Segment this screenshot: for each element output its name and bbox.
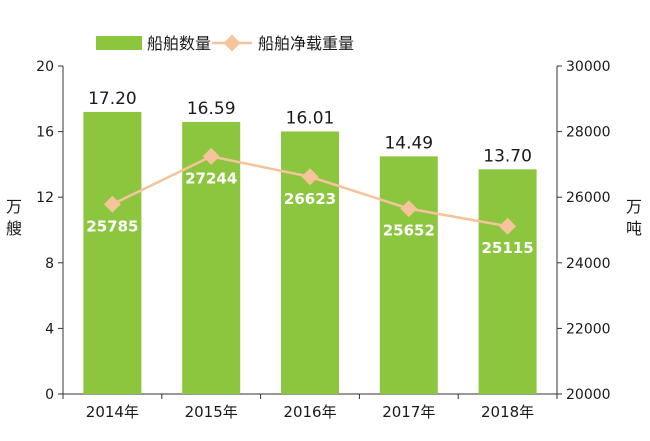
- y-axis-right-title: 万吨: [626, 197, 642, 238]
- y-right-tick-label: 22000: [566, 321, 611, 337]
- bar-value-label: 17.20: [88, 89, 137, 109]
- line-marker: [400, 200, 418, 218]
- line-labels: 25785 27244 26623 25652 25115: [86, 169, 533, 257]
- line-value-label: 27244: [185, 169, 237, 187]
- bar: [182, 121, 241, 394]
- x-tick-label: 2014年: [86, 403, 139, 421]
- x-ticks: 2014年 2015年 2016年 2017年 2018年: [62, 394, 558, 421]
- legend-swatch-marker: [223, 34, 241, 52]
- line-marker: [202, 147, 220, 165]
- y-left-tick-label: 8: [45, 256, 54, 272]
- y-axis-left-title: 万艘: [6, 197, 22, 238]
- x-tick-label: 2016年: [283, 403, 336, 421]
- y-left-tick-label: 4: [45, 321, 54, 337]
- line-marker: [103, 195, 121, 213]
- y-left-tick-label: 0: [45, 387, 54, 403]
- x-tick-label: 2017年: [382, 403, 435, 421]
- line-series: [103, 147, 517, 235]
- y-ticks-right: 20000 22000 24000 26000 28000 30000: [557, 59, 611, 403]
- bar: [83, 111, 142, 395]
- bar-value-label: 16.01: [286, 108, 335, 128]
- line-value-label: 25785: [86, 217, 138, 235]
- y-left-tick-label: 20: [36, 59, 54, 75]
- y-right-tick-label: 24000: [566, 256, 611, 272]
- legend-label-line: 船舶净载重量: [258, 34, 354, 53]
- bars: [83, 111, 537, 395]
- legend-swatch-bar: [96, 36, 142, 50]
- y-right-tick-label: 28000: [566, 125, 611, 141]
- bar-value-label: 16.59: [187, 99, 236, 119]
- y-right-tick-label: 30000: [566, 59, 611, 75]
- legend-label-bar: 船舶数量: [147, 34, 211, 53]
- bar: [478, 169, 537, 394]
- bar-value-label: 13.70: [483, 146, 532, 166]
- line-marker: [301, 168, 319, 186]
- bar-value-label: 14.49: [384, 133, 433, 153]
- y-right-tick-label: 20000: [566, 387, 611, 403]
- y-ticks-left: 0 4 8 12 16 20: [36, 59, 63, 403]
- y-left-tick-label: 16: [36, 125, 54, 141]
- bar: [379, 156, 438, 394]
- line-value-label: 25115: [482, 239, 534, 257]
- bar-labels: 17.20 16.59 16.01 14.49 13.70: [88, 89, 532, 166]
- y-right-tick-label: 26000: [566, 190, 611, 206]
- x-tick-label: 2015年: [185, 403, 238, 421]
- legend: 船舶数量 船舶净载重量: [96, 34, 354, 53]
- y-left-tick-label: 12: [36, 190, 54, 206]
- x-tick-label: 2018年: [481, 403, 534, 421]
- line-value-label: 25652: [383, 222, 435, 240]
- line-value-label: 26623: [284, 190, 336, 208]
